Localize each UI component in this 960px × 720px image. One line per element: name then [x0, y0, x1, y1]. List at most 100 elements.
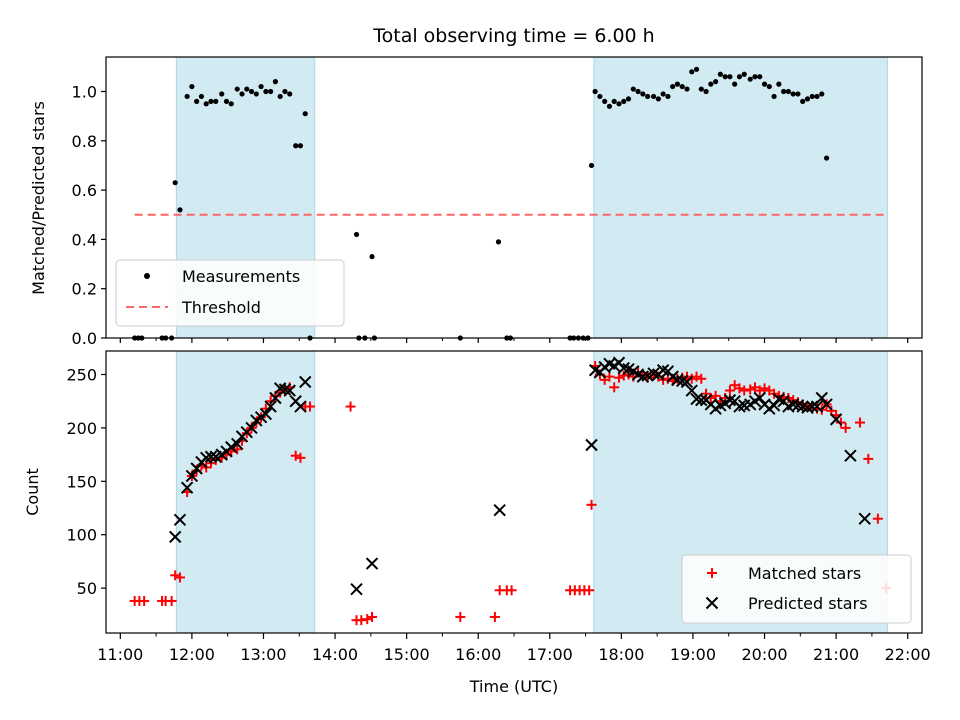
bottom-ytick-label: 200: [66, 419, 97, 438]
predicted-star-point-b: [767, 399, 781, 412]
predicted-star-point-b: [180, 481, 194, 494]
matched-star-point: [290, 450, 301, 461]
predicted-star-point-b: [278, 383, 292, 396]
predicted-star-point: [695, 393, 708, 407]
predicted-star-point: [820, 398, 833, 411]
x-axis-label: Time (UTC): [469, 677, 558, 696]
matched-star-point: [613, 372, 624, 383]
bottom-ytick-label: 250: [66, 366, 97, 385]
measurement-point: [670, 83, 676, 90]
predicted-star-point: [365, 557, 379, 570]
matched-star-point: [754, 385, 765, 396]
predicted-star-point: [753, 391, 766, 405]
legend-measurements-label: Measurements: [182, 267, 300, 286]
predicted-star-point: [493, 503, 506, 517]
measurement-point: [713, 79, 719, 85]
matched-star-point: [356, 615, 367, 626]
measurement-point: [679, 83, 685, 90]
predicted-star-point: [299, 375, 312, 389]
measurement-point: [776, 81, 782, 87]
top-ytick-label: 0.6: [72, 181, 97, 200]
matched-star-point: [691, 371, 702, 382]
bottom-band-0: [175, 350, 316, 634]
matched-star-point: [362, 614, 373, 625]
matched-star-point: [305, 401, 315, 412]
bottom-xtick-label: 22:00: [885, 645, 931, 664]
predicted-star-point: [858, 512, 871, 525]
predicted-star-point-b: [829, 413, 843, 426]
measurement-point: [689, 69, 695, 75]
predicted-star-point-b: [200, 451, 213, 465]
legend-predicted-cross-b: [705, 596, 719, 610]
predicted-star-point-b: [796, 400, 809, 413]
measurement-point: [253, 91, 259, 97]
legend-predicted-label: Predicted stars: [748, 594, 868, 613]
predicted-star-point-b: [723, 393, 737, 407]
predicted-star-point: [617, 361, 630, 375]
measurement-point: [823, 155, 830, 161]
matched-star-point: [367, 611, 378, 622]
predicted-star-point: [273, 382, 287, 395]
matched-star-point: [724, 385, 735, 396]
measurement-point: [785, 88, 791, 95]
measurement-point: [630, 86, 636, 92]
matched-star-point: [835, 417, 846, 428]
top-band-1: [593, 56, 888, 339]
measurement-point: [665, 93, 671, 100]
predicted-star-point: [680, 375, 694, 389]
matched-star-point: [783, 393, 794, 403]
predicted-star-point-b: [695, 393, 708, 407]
predicted-star-point: [767, 399, 781, 412]
predicted-star-point-b: [676, 374, 689, 388]
measurement-point: [282, 88, 288, 95]
predicted-star-point-b: [585, 438, 598, 452]
bottom-legend: Matched stars Predicted stars: [681, 554, 912, 624]
bottom-xtick-label: 21:00: [813, 645, 859, 664]
measurement-point: [722, 74, 728, 80]
predicted-star-point: [810, 400, 824, 413]
bottom-xtick-label: 12:00: [169, 645, 215, 664]
predicted-star-point: [204, 450, 218, 463]
measurement-point: [297, 143, 304, 149]
measurement-point: [732, 81, 738, 87]
measurement-point: [244, 86, 250, 92]
matched-star-point: [618, 370, 629, 381]
predicted-star-point: [264, 400, 277, 413]
matched-star-point: [489, 611, 500, 622]
predicted-star-point-b: [786, 398, 800, 411]
predicted-star-point-b: [365, 557, 379, 570]
bottom-xtick-label: 15:00: [384, 645, 430, 664]
predicted-star-point: [671, 373, 684, 387]
measurement-point: [757, 74, 763, 80]
matched-star-point: [506, 585, 517, 596]
measurement-point: [635, 88, 641, 95]
measurement-point: [640, 91, 646, 97]
measurement-point: [172, 180, 178, 186]
predicted-star-point-b: [636, 370, 650, 383]
predicted-star-point: [259, 407, 273, 421]
measurement-point: [804, 96, 811, 102]
predicted-star-point: [585, 438, 598, 452]
measurement-point: [263, 88, 269, 95]
matched-star-point: [686, 373, 697, 384]
measurement-point: [239, 91, 245, 97]
predicted-star-point-b: [283, 384, 296, 397]
bottom-xtick-label: 13:00: [240, 645, 286, 664]
predicted-star-point-b: [617, 361, 630, 375]
predicted-star-point-b: [350, 582, 363, 596]
predicted-star-point: [168, 530, 182, 544]
measurement-point: [809, 93, 815, 100]
top-ytick-label: 0.0: [72, 329, 97, 348]
measurement-point: [219, 91, 225, 97]
measurement-point: [495, 239, 502, 245]
legend-matched-marker: [707, 568, 717, 578]
matched-star-point: [584, 585, 595, 596]
predicted-star-point: [796, 400, 809, 413]
measurement-point: [198, 93, 205, 100]
measurement-point: [698, 86, 704, 92]
predicted-star-point-b: [791, 399, 805, 412]
matched-star-point: [734, 383, 745, 394]
predicted-star-point-b: [671, 373, 684, 387]
matched-star-point: [696, 373, 707, 384]
